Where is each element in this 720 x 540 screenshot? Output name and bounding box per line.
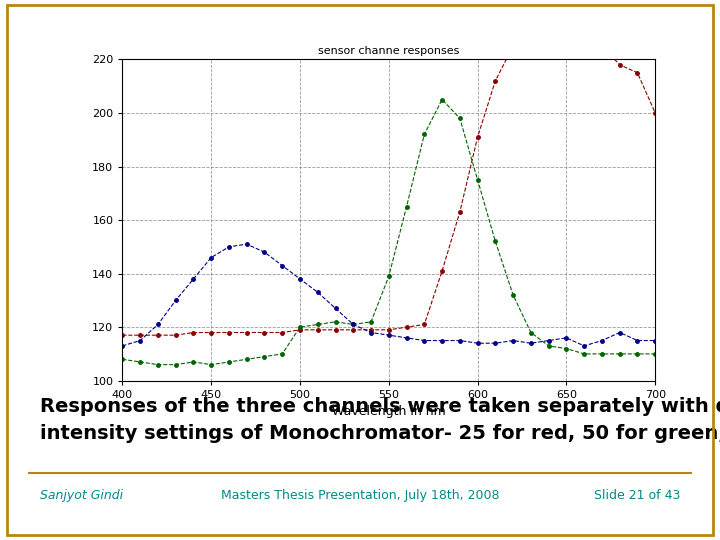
Text: Masters Thesis Presentation, July 18th, 2008: Masters Thesis Presentation, July 18th, … [221,489,499,502]
Title: sensor channe responses: sensor channe responses [318,46,459,56]
Text: Slide 21 of 43: Slide 21 of 43 [594,489,680,502]
Text: intensity settings of Monochromator- 25 for red, 50 for green, 60 for blue.: intensity settings of Monochromator- 25 … [40,424,720,443]
X-axis label: Wavelength in nm: Wavelength in nm [332,406,446,419]
Text: Sanjyot Gindi: Sanjyot Gindi [40,489,122,502]
Text: Responses of the three channels were taken separately with different: Responses of the three channels were tak… [40,397,720,416]
